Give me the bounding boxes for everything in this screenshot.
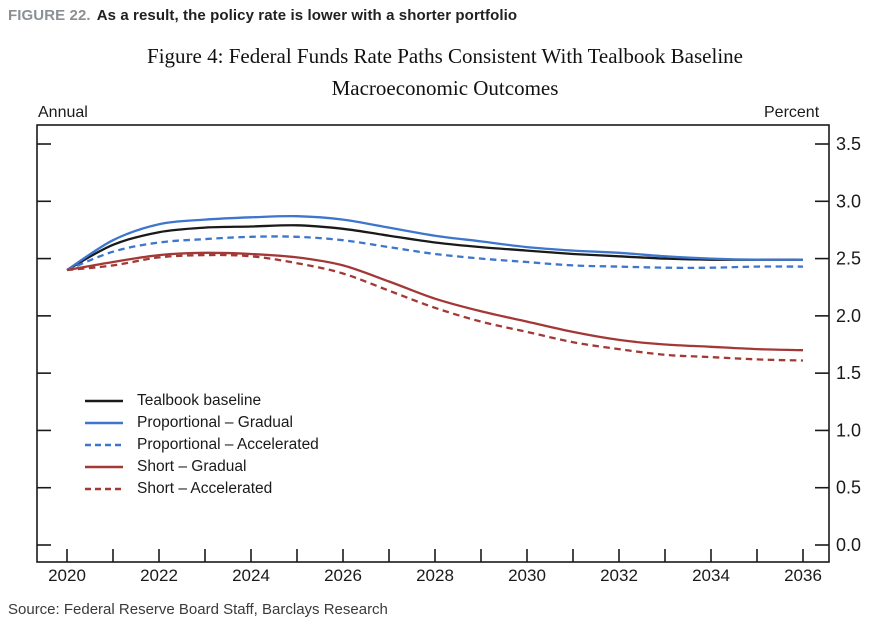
y-tick-label: 3.5 [836, 134, 861, 154]
legend-label-tealbook-baseline: Tealbook baseline [137, 392, 262, 409]
legend-row-proportional-accelerated: Proportional – Accelerated [84, 434, 319, 456]
y-tick-label: 1.5 [836, 363, 861, 383]
series-line-tealbook-baseline [66, 224, 803, 272]
legend-swatch-tealbook-baseline [85, 399, 123, 403]
chart-frame [36, 124, 830, 563]
series-line-proportional-gradual [66, 214, 804, 271]
y-tick-label: 2.5 [836, 249, 861, 269]
legend-swatch-proportional-gradual [85, 421, 123, 425]
legend-label-short-gradual: Short – Gradual [137, 458, 247, 475]
legend-row-tealbook-baseline: Tealbook baseline [84, 390, 319, 412]
x-tick-label: 2020 [48, 566, 86, 585]
left-axis-unit-label: Annual [38, 104, 88, 121]
x-tick-label: 2022 [140, 566, 178, 585]
legend-swatch-short-gradual [85, 465, 123, 469]
x-tick-label: 2032 [600, 566, 638, 585]
series-line-proportional-accelerated [66, 235, 804, 272]
chart-legend: Tealbook baseline Proportional – Gradual P… [84, 390, 319, 500]
figure-caption: FIGURE 22. As a result, the policy rate i… [8, 7, 517, 24]
legend-swatch-short-accelerated [85, 487, 123, 491]
y-tick-label: 0.0 [836, 535, 861, 555]
y-tick-label: 1.0 [836, 420, 861, 440]
legend-row-short-accelerated: Short – Accelerated [84, 478, 319, 500]
x-tick-label: 2028 [416, 566, 454, 585]
legend-label-proportional-gradual: Proportional – Gradual [137, 414, 293, 431]
legend-swatch-proportional-accelerated [85, 443, 123, 447]
x-tick-label: 2034 [692, 566, 730, 585]
series-line-short-accelerated [66, 253, 804, 362]
x-tick-label: 2026 [324, 566, 362, 585]
legend-label-proportional-accelerated: Proportional – Accelerated [137, 436, 319, 453]
x-tick-label: 2024 [232, 566, 270, 585]
series-line-short-gradual [66, 251, 804, 352]
legend-row-short-gradual: Short – Gradual [84, 456, 319, 478]
chart-title-line2: Macroeconomic Outcomes [331, 76, 559, 100]
x-tick-label: 2030 [508, 566, 546, 585]
chart-title: Figure 4: Federal Funds Rate Paths Consi… [30, 40, 860, 104]
y-tick-label: 0.5 [836, 478, 861, 498]
y-tick-label: 2.0 [836, 306, 861, 326]
chart-title-line1: Figure 4: Federal Funds Rate Paths Consi… [147, 44, 743, 68]
right-axis-unit-label: Percent [764, 104, 820, 121]
x-tick-label: 2036 [784, 566, 822, 585]
figure-number: FIGURE 22. [8, 7, 91, 24]
legend-label-short-accelerated: Short – Accelerated [137, 480, 273, 497]
figure-headline: As a result, the policy rate is lower wi… [96, 7, 518, 24]
y-tick-label: 3.0 [836, 191, 861, 211]
legend-row-proportional-gradual: Proportional – Gradual [84, 412, 319, 434]
source-note: Source: Federal Reserve Board Staff, Bar… [8, 601, 388, 618]
